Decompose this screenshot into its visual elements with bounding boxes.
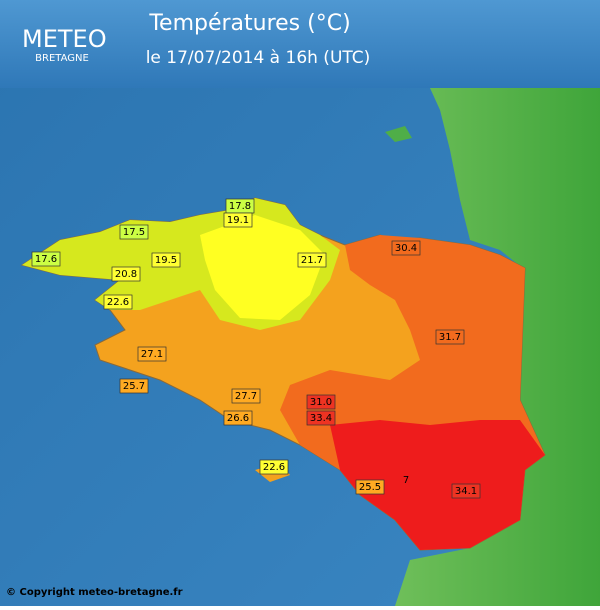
label-box [259,459,289,475]
label-box [435,329,465,345]
temperature-label: 26.6 [227,413,249,424]
copyright: © Copyright meteo-bretagne.fr [6,587,183,598]
label-box [119,224,149,240]
temperature-label: 34.1 [455,486,477,497]
zone-warm [200,215,325,320]
temperature-label: 25.5 [359,482,381,493]
logo: METEO [22,25,107,53]
label-box [306,394,336,410]
label-box [231,388,261,404]
label-box [355,479,385,495]
label-box [119,378,149,394]
logo-sub: BRETAGNE [35,53,89,64]
temperature-label: 30.4 [395,243,417,254]
label-box [31,251,61,267]
temperature-label: 22.6 [263,462,285,473]
temperature-label: 31.7 [439,332,461,343]
temperature-label: 17.8 [229,201,251,212]
subtitle: le 17/07/2014 à 16h (UTC) [146,48,371,68]
label-box [111,266,141,282]
temperature-label: 33.4 [310,413,332,424]
temperature-label: 21.7 [301,255,323,266]
label-box [451,483,481,499]
label-box [223,212,253,228]
temperature-label: 19.1 [227,215,249,226]
temperature-label: 22.6 [107,297,129,308]
temperature-label: 27.7 [235,391,257,402]
island [385,126,412,142]
label-box [223,410,253,426]
label-box [306,410,336,426]
label-box [297,252,327,268]
label-box [391,240,421,256]
label-box [137,346,167,362]
label-box [103,294,133,310]
temperature-label: 19.5 [155,255,177,266]
temperature-label: 25.7 [123,381,145,392]
mainland [395,88,600,606]
header [0,0,600,88]
zone-hottest [330,420,545,550]
label-box [151,252,181,268]
temperature-label: 7 [403,475,409,486]
temperature-label: 20.8 [115,269,137,280]
title: Températures (°C) [148,11,350,36]
temperature-label: 31.0 [310,397,332,408]
temperature-label: 17.5 [123,227,145,238]
temperature-label: 27.1 [141,349,163,360]
temperature-label: 17.6 [35,254,57,265]
